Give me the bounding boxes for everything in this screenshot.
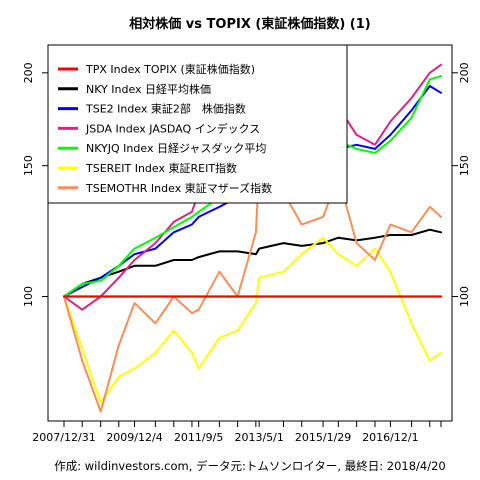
x-tick-label-2: 2011/9/5 (174, 431, 223, 444)
legend-label-3: JSDA Index JASDAQ インデックス (85, 121, 260, 135)
legend-label-5: TSEREIT Index 東証REIT指数 (85, 161, 237, 175)
chart-title: 相対株価 vs TOPIX (東証株価指数) (1) (129, 16, 370, 32)
legend-box (47, 44, 348, 204)
x-tick-label-0: 2007/12/31 (32, 431, 95, 444)
legend: TPX Index TOPIX (東証株価指数) NKY Index 日経平均株価… (47, 44, 348, 204)
chart-caption: 作成: wildinvestors.com, データ元:トムソンロイター, 最終… (54, 459, 446, 473)
series-line-5 (63, 236, 442, 404)
legend-label-2: TSE2 Index 東証2部 株価指数 (85, 102, 246, 116)
series-line-1 (63, 228, 442, 298)
y-tick-label-left-1: 150 (22, 155, 35, 176)
x-tick-label-3: 2013/5/1 (234, 431, 283, 444)
legend-label-1: NKY Index 日経平均株価 (86, 82, 211, 96)
x-tick-label-5: 2016/12/1 (362, 431, 418, 444)
x-tick-label-4: 2015/1/29 (295, 431, 351, 444)
series-layer (62, 63, 443, 413)
legend-label-4: NKYJQ Index 日経ジャスダック平均 (86, 141, 266, 155)
x-tick-label-1: 2009/12/4 (106, 431, 162, 444)
series-line-6 (63, 164, 442, 413)
legend-label-0: TPX Index TOPIX (東証株価指数) (85, 62, 255, 76)
axes-layer: 100 100 150 150 200 200 2007/12/31 2009/12/4 201… (22, 62, 471, 444)
y-tick-label-right-0: 100 (458, 286, 471, 307)
y-tick-label-right-1: 150 (458, 155, 471, 176)
y-tick-label-right-2: 200 (458, 62, 471, 83)
legend-label-6: TSEMOTHR Index 東証マザーズ指数 (85, 181, 272, 195)
y-tick-label-left-2: 200 (22, 62, 35, 83)
y-tick-label-left-0: 100 (22, 286, 35, 307)
